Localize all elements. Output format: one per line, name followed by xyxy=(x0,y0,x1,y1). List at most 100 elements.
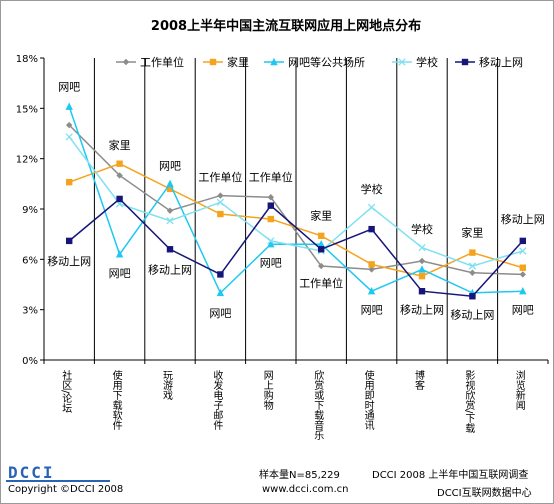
data-point xyxy=(469,249,476,256)
website-text: www.dcci.com.cn xyxy=(262,484,349,495)
data-point xyxy=(519,237,526,245)
data-point xyxy=(65,133,73,141)
x-tick-label: 使用下载软件 xyxy=(110,369,122,431)
legend-item: 移动上网 xyxy=(455,56,523,69)
data-point xyxy=(519,271,526,278)
series-line xyxy=(68,136,524,267)
data-point xyxy=(66,237,73,245)
annotation-label: 学校 xyxy=(361,182,383,196)
data-point xyxy=(166,185,174,193)
series-4 xyxy=(65,133,527,270)
data-point xyxy=(368,261,375,268)
data-point xyxy=(317,240,325,248)
x-tick-label: 博客 xyxy=(413,369,425,391)
legend-marker xyxy=(461,58,469,66)
annotation-label: 网吧 xyxy=(159,159,181,172)
data-center-text: DCCI互联网数据中心 xyxy=(437,488,532,499)
copyright-text: Copyright ©DCCI 2008 xyxy=(8,484,124,495)
logo-underline xyxy=(6,480,110,482)
legend-marker xyxy=(270,57,278,66)
data-point xyxy=(267,202,274,209)
legend-item: 家里 xyxy=(203,55,249,69)
annotation-label: 移动上网 xyxy=(400,304,444,317)
data-point xyxy=(216,198,225,206)
y-tick-label: 18% xyxy=(16,54,38,65)
annotation-label: 工作单位 xyxy=(299,276,343,290)
data-point xyxy=(519,287,527,295)
data-point xyxy=(318,246,325,253)
y-tick-label: 6% xyxy=(22,255,38,266)
series-line xyxy=(68,197,524,298)
data-point xyxy=(66,121,73,129)
data-point xyxy=(65,102,73,110)
legend-label: 网吧等公共场所 xyxy=(288,55,365,69)
annotation-label: 家里 xyxy=(461,225,483,239)
annotation-label: 学校 xyxy=(411,222,433,236)
x-tick-label: 网上购物 xyxy=(261,370,273,411)
y-tick-label: 0% xyxy=(22,356,38,367)
annotation-label: 家里 xyxy=(310,209,332,223)
legend: 工作单位 家里 网吧等公共场所 学校 移动上网 xyxy=(116,55,523,69)
data-point xyxy=(217,271,224,278)
data-point xyxy=(166,207,174,214)
data-point xyxy=(267,194,274,201)
data-point xyxy=(217,192,224,199)
legend-label: 家里 xyxy=(227,55,249,69)
series-line xyxy=(68,124,523,276)
data-point xyxy=(418,243,426,252)
annotation-label: 工作单位 xyxy=(249,170,293,184)
grid xyxy=(93,58,499,360)
legend-item: 网吧等公共场所 xyxy=(264,55,365,69)
legend-label: 工作单位 xyxy=(140,55,184,69)
series-3 xyxy=(65,102,527,297)
series-5 xyxy=(66,195,526,300)
data-point xyxy=(519,247,527,255)
annotation-label: 网吧 xyxy=(361,304,383,317)
x-tick-label: 欣赏或下载音乐 xyxy=(312,369,324,440)
annotation-label: 网吧 xyxy=(512,304,534,317)
data-point xyxy=(418,272,426,280)
data-point xyxy=(116,172,123,179)
annotation-label: 网吧 xyxy=(260,257,282,270)
data-point xyxy=(367,287,376,295)
annotations: 网吧移动上网家里网吧网吧移动上网工作单位网吧工作单位网吧家里工作单位学校网吧学校… xyxy=(47,81,545,322)
data-point xyxy=(66,178,73,186)
annotation-label: 移动上网 xyxy=(148,263,192,276)
annotation-label: 网吧 xyxy=(209,307,231,320)
series xyxy=(65,102,527,300)
series-line xyxy=(68,106,523,295)
x-tick-label: 使用即时通讯 xyxy=(362,369,374,431)
data-point xyxy=(115,250,124,258)
data-point xyxy=(318,262,325,270)
axes: 0% 3% 6% 9% 12% 15% 18% 社区/论坛 使用下载软件 玩游戏 收发电子邮件 网上购… xyxy=(16,54,549,440)
data-point xyxy=(166,217,174,225)
data-point xyxy=(368,266,375,273)
data-point xyxy=(418,257,426,265)
data-point xyxy=(267,240,275,248)
data-point xyxy=(318,232,325,240)
x-tick-label: 玩游戏 xyxy=(161,370,173,401)
x-tick-label: 社区/论坛 xyxy=(60,369,72,414)
y-tick-label: 12% xyxy=(16,155,38,166)
annotation-label: 移动上网 xyxy=(501,213,545,226)
legend-item: 学校 xyxy=(392,55,438,69)
data-point xyxy=(468,262,477,270)
x-tick-label: 浏览新闻 xyxy=(513,369,525,411)
data-point xyxy=(217,210,224,218)
data-point xyxy=(418,265,426,273)
survey-name-text: DCCI 2008 上半年中国互联网调查 xyxy=(372,470,529,481)
y-tick-label: 3% xyxy=(22,306,38,317)
x-tick-label: 收发电子邮件 xyxy=(211,369,223,431)
data-point xyxy=(267,215,274,223)
chart-title: 2008上半年中国主流互联网应用上网地点分布 xyxy=(151,18,421,34)
data-point xyxy=(469,269,476,276)
dcci-logo: DCCI xyxy=(8,463,55,482)
annotation-label: 家里 xyxy=(109,138,131,152)
annotation-label: 移动上网 xyxy=(450,309,494,322)
legend-label: 移动上网 xyxy=(479,56,523,69)
annotation-label: 网吧 xyxy=(58,81,80,94)
data-point xyxy=(166,246,174,253)
annotation-label: 工作单位 xyxy=(198,170,242,184)
data-point xyxy=(367,203,376,211)
